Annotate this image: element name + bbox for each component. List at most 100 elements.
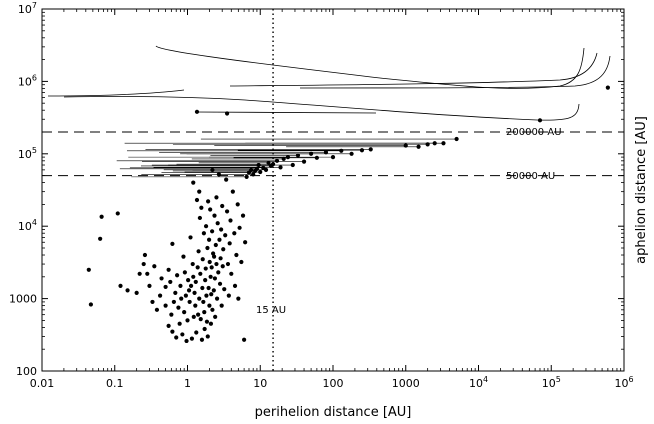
data-point — [204, 293, 209, 298]
x-tick-label: 1000 — [392, 377, 420, 390]
data-point — [194, 197, 200, 203]
x-tick-exponent: 4 — [483, 375, 488, 384]
data-point — [295, 153, 301, 158]
tracks-layer — [47, 45, 611, 121]
data-point — [220, 203, 225, 209]
data-point — [314, 155, 319, 160]
data-point — [197, 189, 202, 194]
data-point — [163, 303, 168, 308]
data-point — [229, 271, 234, 276]
data-point — [219, 303, 224, 308]
data-point — [177, 321, 182, 326]
data-point — [403, 143, 408, 148]
data-point — [368, 147, 373, 152]
data-point — [163, 284, 168, 290]
data-point — [152, 264, 157, 269]
data-point — [191, 314, 196, 319]
data-point — [198, 317, 203, 322]
data-point — [203, 278, 208, 283]
track-line — [229, 52, 598, 87]
data-point — [199, 205, 204, 210]
data-point — [189, 336, 195, 341]
data-point — [416, 144, 421, 149]
x-tick-exponent: 6 — [628, 375, 633, 384]
data-point — [176, 305, 181, 310]
data-point — [214, 296, 220, 301]
data-point — [203, 224, 209, 229]
data-point — [201, 299, 206, 305]
y-tick-exponent: 7 — [32, 1, 37, 10]
reference-label-50000: 50000 AU — [506, 171, 555, 182]
data-point — [210, 167, 215, 172]
data-point — [150, 299, 155, 305]
plot-frame — [41, 8, 625, 372]
data-point — [186, 278, 191, 283]
data-point — [181, 254, 186, 259]
data-point — [605, 85, 610, 90]
track-line — [155, 45, 585, 89]
data-point — [309, 151, 314, 156]
data-point — [115, 211, 120, 216]
data-point — [239, 259, 244, 265]
data-point — [98, 236, 103, 241]
data-point — [441, 141, 446, 146]
data-point — [214, 195, 219, 200]
x-tick-label: 105 — [542, 375, 561, 390]
data-point — [142, 252, 148, 258]
track-line — [47, 89, 185, 97]
y-tick-label: 1000 — [9, 293, 37, 306]
data-point — [236, 296, 241, 301]
data-point — [301, 159, 307, 164]
data-point — [432, 141, 437, 146]
data-point — [188, 235, 193, 240]
data-point — [118, 283, 123, 288]
y-tick-label: 100 — [16, 365, 37, 378]
data-point — [235, 202, 240, 207]
data-point — [281, 156, 286, 162]
data-point — [186, 288, 192, 293]
data-point — [349, 151, 354, 156]
data-point — [168, 279, 173, 285]
data-point — [169, 312, 174, 317]
track-line — [195, 111, 377, 114]
data-point — [206, 199, 211, 204]
data-point — [208, 207, 213, 212]
data-point — [207, 303, 212, 308]
data-point — [125, 288, 130, 293]
data-point — [232, 283, 238, 288]
data-point — [285, 155, 291, 160]
data-point — [201, 231, 206, 236]
y-tick-label: 106 — [18, 73, 37, 88]
data-point — [209, 265, 214, 270]
data-point — [190, 261, 195, 267]
x-tick-label: 0.01 — [30, 377, 55, 390]
data-point — [225, 261, 231, 267]
data-point — [86, 267, 91, 272]
data-point — [266, 160, 271, 165]
data-point — [171, 299, 176, 305]
data-point — [228, 218, 233, 223]
data-point — [191, 180, 196, 185]
y-tick-label: 105 — [18, 146, 37, 161]
data-point — [166, 267, 171, 272]
data-point — [219, 227, 224, 232]
data-point — [197, 215, 202, 221]
data-point — [194, 330, 199, 335]
data-point — [212, 213, 217, 218]
y-tick-exponent: 4 — [32, 218, 37, 227]
data-point — [154, 307, 160, 312]
data-point — [339, 148, 344, 153]
data-point — [214, 261, 219, 267]
data-point — [198, 271, 203, 276]
y-tick-label: 104 — [18, 218, 37, 233]
data-point — [205, 245, 210, 251]
y-axis-label: aphelion distance [AU] — [634, 116, 649, 264]
data-point — [182, 270, 187, 275]
y-tick-label: 107 — [18, 1, 37, 16]
y-tick-exponent: 6 — [32, 73, 37, 82]
track-line — [63, 96, 580, 121]
data-point — [175, 273, 180, 278]
data-point — [227, 241, 232, 246]
data-point — [145, 271, 150, 276]
